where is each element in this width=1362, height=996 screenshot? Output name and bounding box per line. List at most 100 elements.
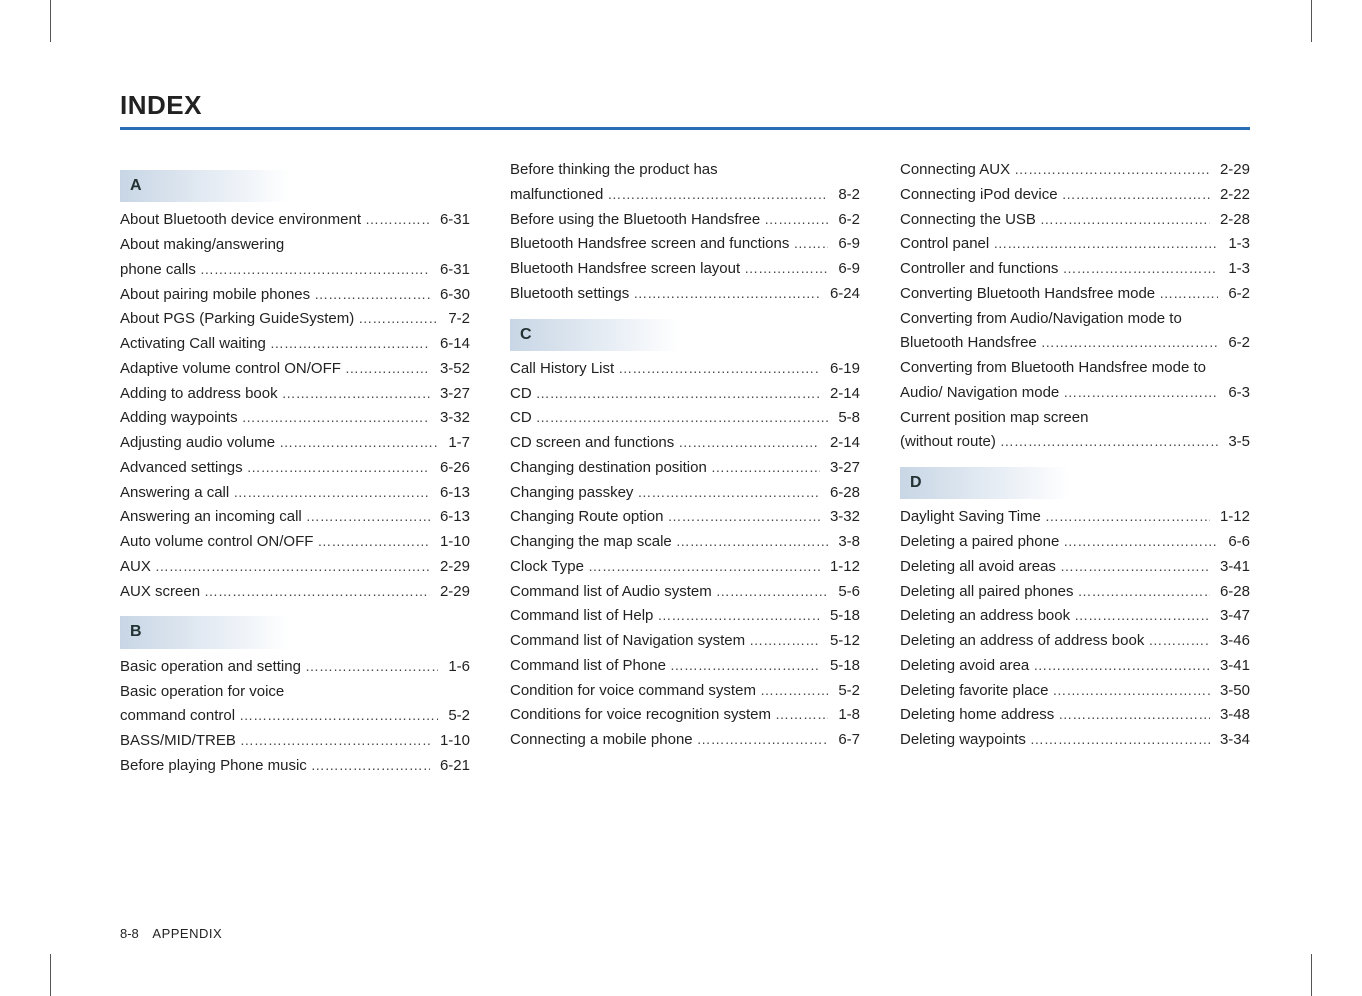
leader-dots: [306, 505, 430, 530]
leader-dots: [1014, 158, 1210, 183]
index-entry-continuation: About making/answering: [120, 233, 470, 258]
index-entry-label: CD screen and functions: [510, 431, 674, 456]
index-column: Connecting AUX2-29Connecting iPod device…: [900, 158, 1250, 779]
index-entry-page: 6-3: [1222, 381, 1250, 406]
index-entry-label: malfunctioned: [510, 183, 603, 208]
index-entry-label: Converting Bluetooth Handsfree mode: [900, 282, 1155, 307]
index-entry-label: Bluetooth Handsfree screen layout: [510, 257, 740, 282]
index-entry-label: Changing destination position: [510, 456, 707, 481]
index-page: INDEX AAbout Bluetooth device environmen…: [120, 90, 1250, 910]
leader-dots: [1159, 282, 1218, 307]
index-entry: Changing destination position3-27: [510, 456, 860, 481]
index-entry-page: 5-18: [824, 654, 860, 679]
leader-dots: [1062, 183, 1210, 208]
index-entry-label: Deleting waypoints: [900, 728, 1026, 753]
section-letter: B: [120, 616, 290, 648]
leader-dots: [793, 232, 828, 257]
index-entry: AUX2-29: [120, 555, 470, 580]
leader-dots: [282, 382, 430, 407]
index-entry-page: 2-29: [434, 555, 470, 580]
index-entry: Bluetooth Handsfree screen and functions…: [510, 232, 860, 257]
index-entry-page: 1-12: [1214, 505, 1250, 530]
leader-dots: [1062, 257, 1218, 282]
index-entry-label: Command list of Help: [510, 604, 653, 629]
index-entry-page: 6-30: [434, 283, 470, 308]
index-entry: Condition for voice command system5-2: [510, 679, 860, 704]
leader-dots: [155, 555, 430, 580]
index-entry: Deleting an address book3-47: [900, 604, 1250, 629]
page-footer: 8-8 APPENDIX: [120, 926, 222, 941]
index-entry-continuation: Converting from Audio/Navigation mode to: [900, 307, 1250, 332]
leader-dots: [667, 505, 820, 530]
leader-dots: [637, 481, 820, 506]
leader-dots: [358, 307, 438, 332]
index-entry-label: Clock Type: [510, 555, 584, 580]
leader-dots: [200, 258, 430, 283]
index-entry-page: 6-24: [824, 282, 860, 307]
index-entry: malfunctioned8-2: [510, 183, 860, 208]
crop-mark: [50, 954, 51, 996]
index-entry: Bluetooth settings6-24: [510, 282, 860, 307]
index-entry-label: Bluetooth Handsfree screen and functions: [510, 232, 789, 257]
index-entry-label: Adjusting audio volume: [120, 431, 275, 456]
index-entry-label: Before playing Phone music: [120, 754, 307, 779]
index-entry: Converting Bluetooth Handsfree mode6-2: [900, 282, 1250, 307]
index-entry-page: 6-2: [832, 208, 860, 233]
leader-dots: [536, 406, 829, 431]
index-entry-page: 5-12: [824, 629, 860, 654]
index-entry-label: Deleting home address: [900, 703, 1054, 728]
index-entry-page: 3-34: [1214, 728, 1250, 753]
index-entry: Deleting a paired phone6-6: [900, 530, 1250, 555]
index-entry-page: 3-8: [832, 530, 860, 555]
index-entry-continuation: Before thinking the product has: [510, 158, 860, 183]
index-entry: Control panel1-3: [900, 232, 1250, 257]
leader-dots: [314, 283, 430, 308]
index-entry-label: Changing the map scale: [510, 530, 672, 555]
leader-dots: [676, 530, 829, 555]
leader-dots: [1063, 530, 1218, 555]
index-entry: phone calls6-31: [120, 258, 470, 283]
leader-dots: [1041, 331, 1219, 356]
crop-mark: [1311, 954, 1312, 996]
leader-dots: [749, 629, 820, 654]
leader-dots: [345, 357, 430, 382]
index-entry: Command list of Navigation system5-12: [510, 629, 860, 654]
index-entry: About Bluetooth device environment6-31: [120, 208, 470, 233]
index-entry-label: Adding waypoints: [120, 406, 238, 431]
leader-dots: [764, 208, 828, 233]
index-entry-label: Adaptive volume control ON/OFF: [120, 357, 341, 382]
leader-dots: [607, 183, 828, 208]
index-entry-page: 1-10: [434, 729, 470, 754]
index-entry-label: Current position map screen: [900, 406, 1088, 431]
index-entry-label: Connecting a mobile phone: [510, 728, 693, 753]
index-entry-label: Answering an incoming call: [120, 505, 302, 530]
index-entry-label: Command list of Audio system: [510, 580, 712, 605]
index-entry: AUX screen2-29: [120, 580, 470, 605]
index-entry-page: 5-2: [442, 704, 470, 729]
index-entry: CD2-14: [510, 382, 860, 407]
index-entry: Bluetooth Handsfree screen layout6-9: [510, 257, 860, 282]
leader-dots: [204, 580, 430, 605]
index-entry: Deleting avoid area3-41: [900, 654, 1250, 679]
index-entry: Deleting all avoid areas3-41: [900, 555, 1250, 580]
index-entry-label: CD: [510, 382, 532, 407]
index-entry: Answering an incoming call 6-13: [120, 505, 470, 530]
leader-dots: [744, 257, 828, 282]
index-entry-label: Call History List: [510, 357, 614, 382]
index-entry-label: Deleting an address book: [900, 604, 1070, 629]
leader-dots: [678, 431, 820, 456]
index-entry-page: 6-13: [434, 505, 470, 530]
index-entry-label: Answering a call: [120, 481, 229, 506]
index-entry-page: 2-29: [434, 580, 470, 605]
index-entry-page: 1-10: [434, 530, 470, 555]
leader-dots: [1077, 580, 1210, 605]
index-entry: Activating Call waiting6-14: [120, 332, 470, 357]
index-entry: Deleting all paired phones6-28: [900, 580, 1250, 605]
section-letter: D: [900, 467, 1070, 499]
index-entry-label: Adding to address book: [120, 382, 278, 407]
index-entry-label: Connecting iPod device: [900, 183, 1058, 208]
index-entry: Command list of Audio system5-6: [510, 580, 860, 605]
index-entry-continuation: Converting from Bluetooth Handsfree mode…: [900, 356, 1250, 381]
leader-dots: [1052, 679, 1210, 704]
index-entry-label: command control: [120, 704, 235, 729]
